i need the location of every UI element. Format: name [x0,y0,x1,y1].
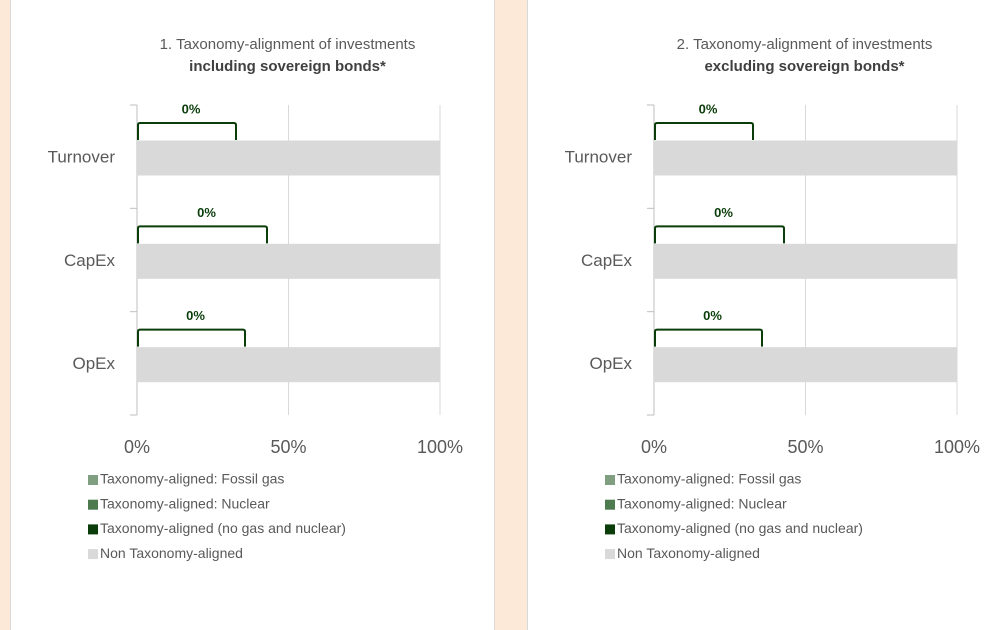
label-bracket [654,122,754,140]
bar-segment [654,347,957,383]
legend-label: Taxonomy-aligned: Fossil gas [100,471,284,487]
data-label: 0% [699,101,718,116]
data-label: 0% [714,205,733,220]
label-bracket [137,328,246,347]
legend-label: Taxonomy-aligned (no gas and nuclear) [100,520,346,536]
legend-swatch [88,549,98,560]
legend-swatch [88,475,98,485]
legend-label: Taxonomy-aligned: Nuclear [617,495,787,511]
data-label: 0% [197,205,216,220]
y-tick-label: OpEx [72,354,115,373]
y-tick-label: CapEx [64,251,116,270]
y-tick-label: Turnover [48,147,116,166]
legend-label: Taxonomy-aligned: Nuclear [100,495,270,511]
bar-segment [654,140,957,176]
x-tick-label: 100% [934,437,980,457]
bar-segment [654,243,957,279]
legend-swatch [88,524,98,535]
legend-label: Non Taxonomy-aligned [617,545,760,561]
legend-swatch [88,499,98,510]
legend-label: Taxonomy-aligned (no gas and nuclear) [617,520,863,536]
chart-subtitle: excluding sovereign bonds* [704,58,904,75]
x-tick-label: 100% [417,437,463,457]
x-tick-label: 50% [270,437,306,457]
legend-swatch [605,499,615,510]
label-bracket [654,225,785,244]
x-tick-label: 0% [641,437,667,457]
legend-label: Non Taxonomy-aligned [100,545,243,561]
label-bracket [654,328,763,347]
bar-segment [137,243,440,279]
bar-segment [137,140,440,176]
legend-swatch [605,475,615,485]
legend-swatch [605,549,615,560]
label-bracket [137,225,268,244]
label-bracket [137,122,237,140]
chart-title: 2. Taxonomy-alignment of investments [677,36,933,53]
y-tick-label: CapEx [581,251,633,270]
x-tick-label: 0% [124,437,150,457]
chart-subtitle: including sovereign bonds* [189,58,386,75]
x-tick-label: 50% [787,437,823,457]
legend-swatch [605,524,615,535]
bar-segment [137,347,440,383]
y-tick-label: OpEx [589,354,632,373]
chart-title: 1. Taxonomy-alignment of investments [160,36,416,53]
y-tick-label: Turnover [565,147,633,166]
legend-label: Taxonomy-aligned: Fossil gas [617,471,801,487]
data-label: 0% [703,308,722,323]
data-label: 0% [182,101,201,116]
data-label: 0% [186,308,205,323]
